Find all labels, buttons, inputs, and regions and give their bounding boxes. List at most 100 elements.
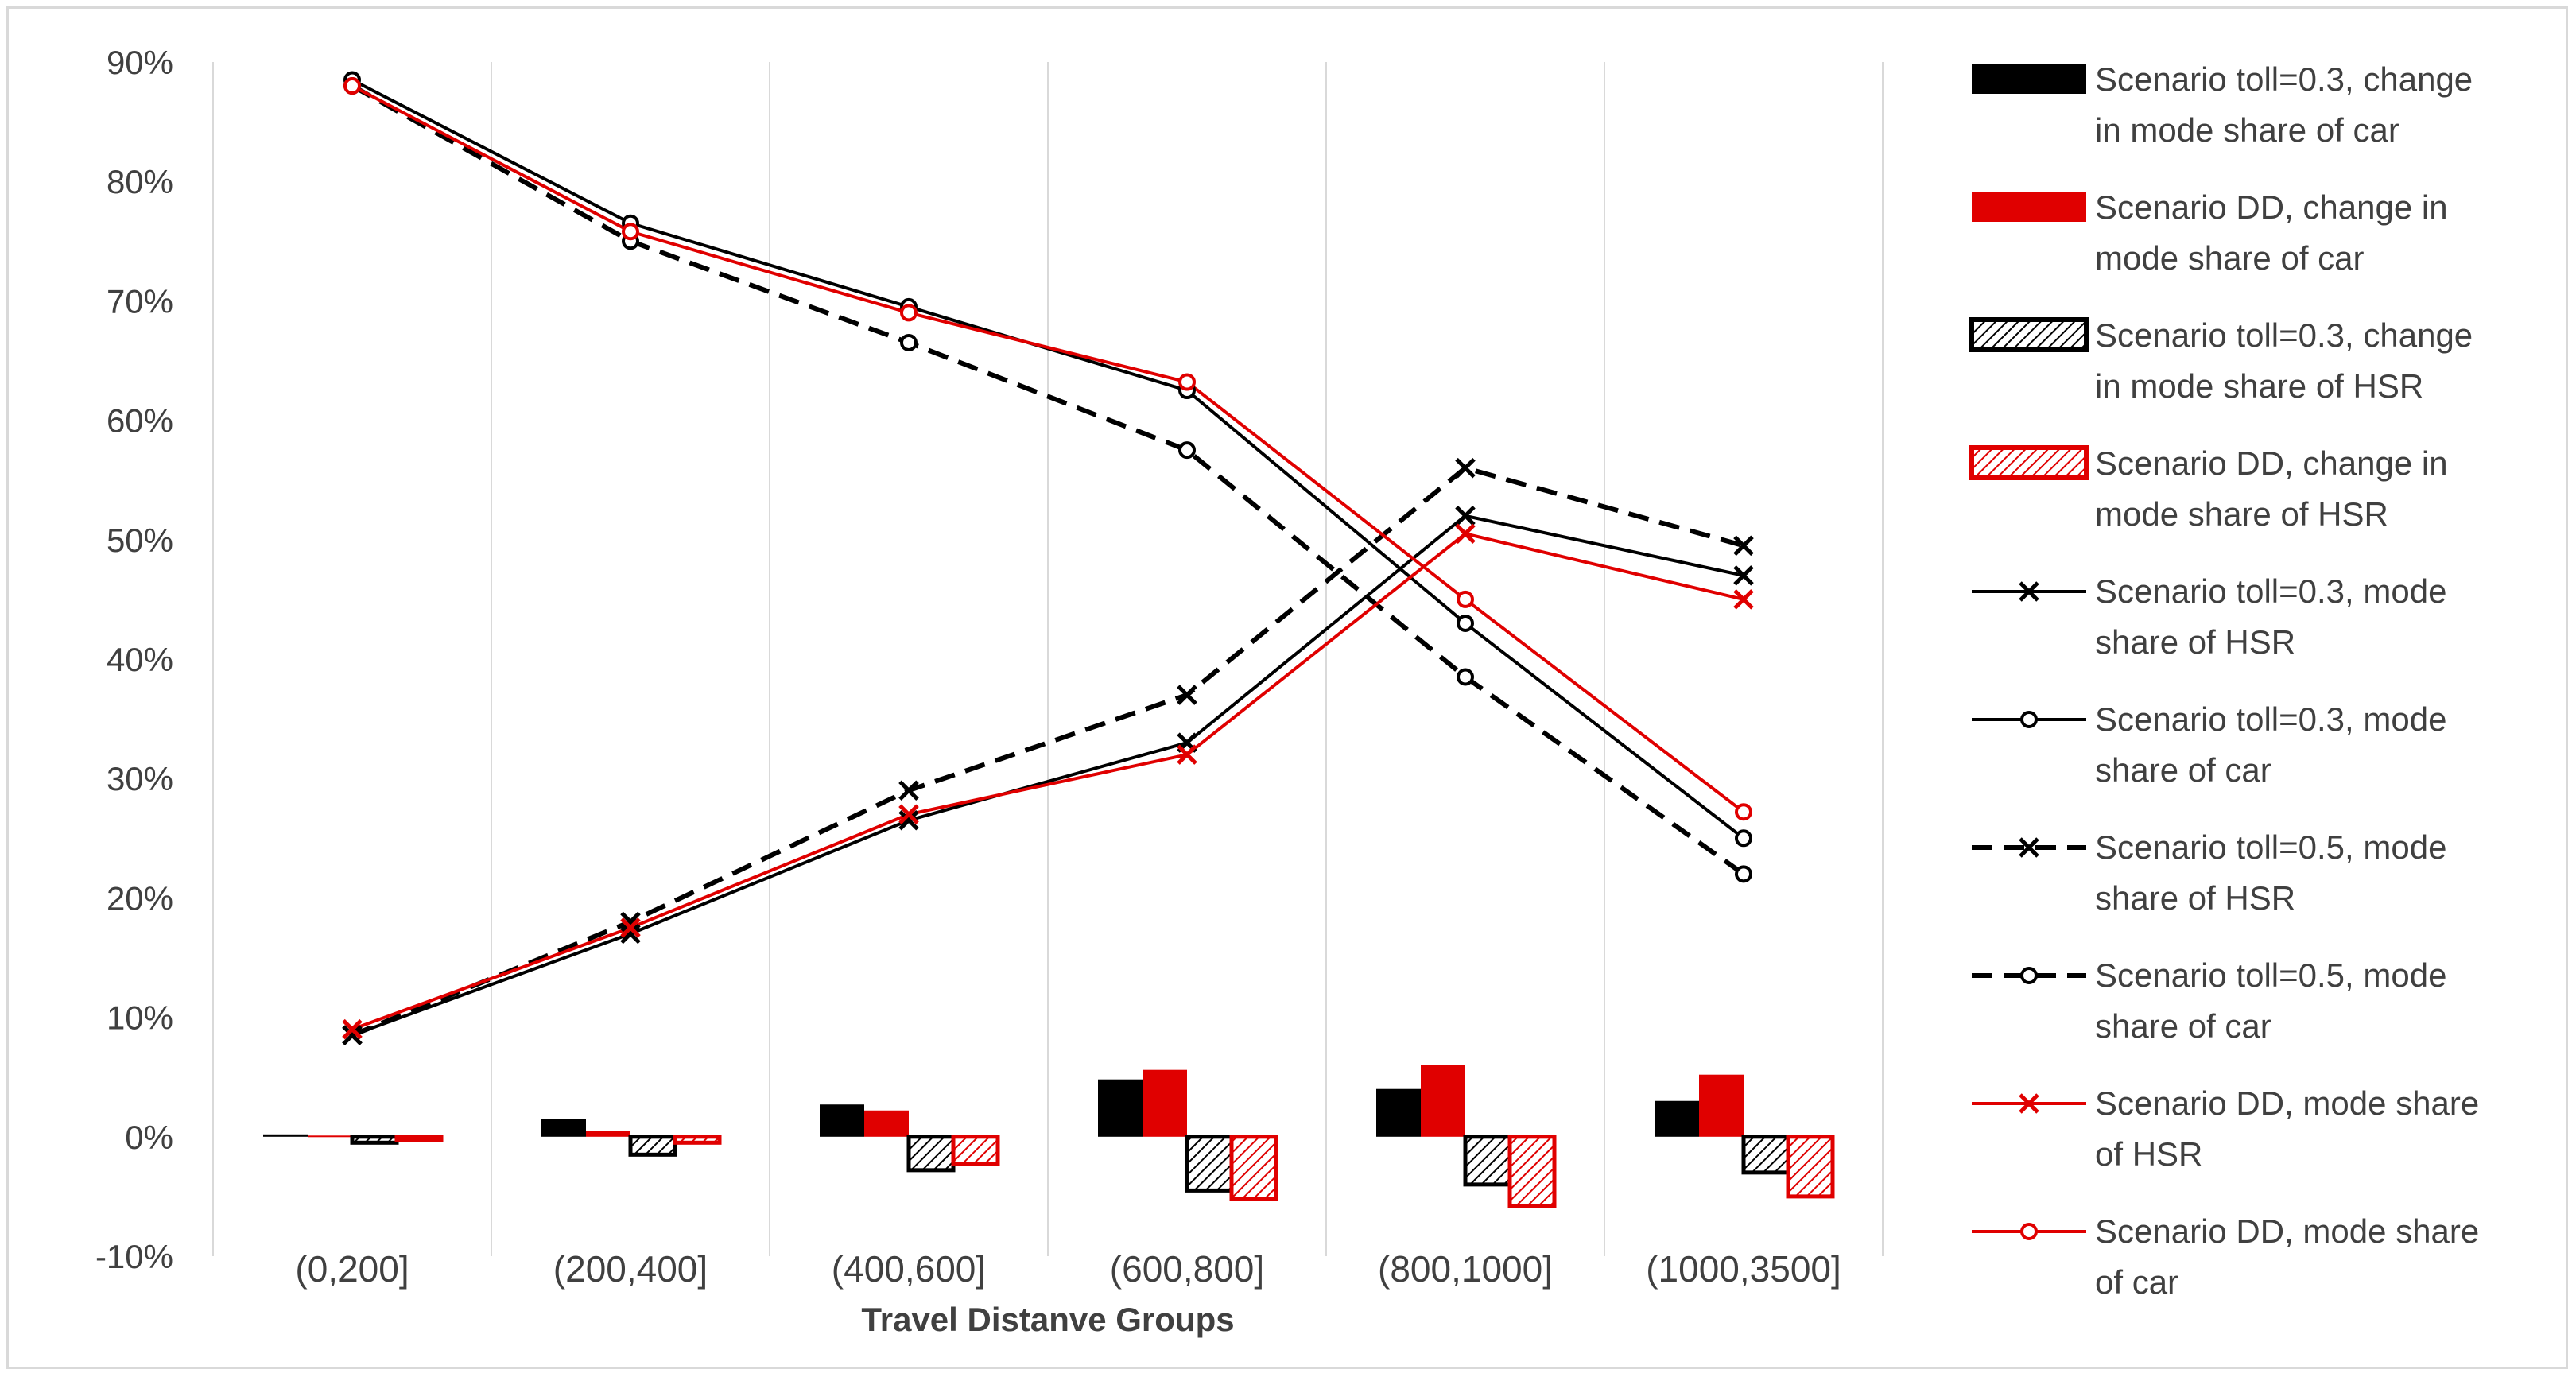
bar xyxy=(1098,1079,1143,1137)
data-point xyxy=(1457,614,1474,632)
series-line xyxy=(351,532,1744,1031)
data-point xyxy=(1735,803,1752,821)
data-point xyxy=(1455,523,1476,545)
bar xyxy=(586,1131,630,1137)
data-point xyxy=(2019,581,2039,602)
data-point xyxy=(1457,590,1474,608)
bar xyxy=(951,1135,1000,1166)
data-point xyxy=(620,917,641,938)
bar xyxy=(628,1135,677,1157)
data-point xyxy=(2020,711,2038,728)
y-tick-label: 20% xyxy=(107,879,173,917)
legend-label: Scenario toll=0.3, change xyxy=(2095,60,2473,98)
y-tick-label: 50% xyxy=(107,522,173,559)
y-tick-label: 70% xyxy=(107,282,173,320)
y-tick-label: -10% xyxy=(95,1238,173,1275)
legend-label: share of car xyxy=(2095,1007,2271,1045)
data-point xyxy=(620,911,641,933)
data-point xyxy=(1177,685,1197,705)
data-point xyxy=(1733,589,1754,610)
bar xyxy=(673,1135,722,1145)
data-point xyxy=(898,780,919,801)
bar xyxy=(1376,1088,1421,1137)
x-tick-label: (200,400] xyxy=(553,1248,708,1290)
data-point xyxy=(2019,1093,2039,1114)
x-tick-label: (800,1000] xyxy=(1378,1248,1553,1290)
y-tick-label: 90% xyxy=(107,44,173,81)
series-line xyxy=(351,83,1745,876)
legend-label: in mode share of HSR xyxy=(2095,367,2423,405)
data-point xyxy=(898,804,919,825)
legend-label: Scenario DD, change in xyxy=(2095,188,2448,226)
data-point xyxy=(1733,535,1754,557)
bar xyxy=(263,1134,308,1137)
bar xyxy=(350,1135,399,1145)
legend-label: of HSR xyxy=(2095,1135,2202,1173)
bar xyxy=(394,1135,444,1142)
bar xyxy=(1143,1069,1187,1137)
data-point xyxy=(1735,865,1752,883)
bar xyxy=(1229,1135,1278,1201)
x-tick-label: (1000,3500] xyxy=(1646,1248,1841,1290)
data-point xyxy=(2020,967,2038,984)
legend-label: share of HSR xyxy=(2095,879,2295,917)
legend-label: share of HSR xyxy=(2095,623,2295,661)
legend-label: mode share of car xyxy=(2095,239,2365,277)
series-line xyxy=(351,465,1744,1038)
data-point xyxy=(2020,1223,2038,1240)
data-point xyxy=(342,1018,363,1040)
data-point xyxy=(900,304,918,322)
legend-swatch xyxy=(1972,192,2086,222)
legend-label: of car xyxy=(2095,1263,2178,1301)
data-point xyxy=(1178,441,1196,460)
legend-label: Scenario toll=0.3, mode xyxy=(2095,700,2446,738)
bar xyxy=(906,1135,956,1173)
marker-layer xyxy=(342,71,1754,1045)
legend-label: Scenario toll=0.5, mode xyxy=(2095,956,2446,994)
bar xyxy=(541,1119,586,1137)
x-axis-ticks: (0,200] (200,400] (400,600] (600,800] (800,1… xyxy=(295,1248,1841,1290)
bar-layer xyxy=(263,1065,1835,1208)
line-layer xyxy=(351,78,1745,1038)
bar xyxy=(1421,1065,1465,1137)
data-point xyxy=(1457,668,1474,686)
y-tick-label: 60% xyxy=(107,402,173,440)
y-tick-label: 10% xyxy=(107,999,173,1037)
series-line xyxy=(351,84,1745,813)
legend-label: in mode share of car xyxy=(2095,111,2399,149)
y-tick-label: 0% xyxy=(125,1119,173,1156)
data-point xyxy=(900,333,918,351)
legend-label: Scenario toll=0.3, mode xyxy=(2095,572,2446,610)
legend-swatch xyxy=(1969,317,2089,352)
bar xyxy=(1185,1135,1234,1193)
y-tick-label: 80% xyxy=(107,163,173,200)
legend-label: Scenario DD, change in xyxy=(2095,444,2448,482)
bar xyxy=(820,1104,864,1137)
data-point xyxy=(622,223,639,241)
bar xyxy=(308,1135,352,1138)
legend-label: Scenario DD, mode share xyxy=(2095,1084,2479,1122)
bar xyxy=(1699,1074,1744,1137)
legend: Scenario toll=0.3, change in mode share o… xyxy=(1969,60,2479,1301)
data-point xyxy=(2019,837,2039,858)
legend-swatch xyxy=(1972,64,2086,94)
data-point xyxy=(343,77,361,95)
data-point xyxy=(1455,505,1476,526)
x-tick-label: (0,200] xyxy=(295,1248,409,1290)
legend-label: Scenario toll=0.3, change xyxy=(2095,316,2473,354)
x-axis-title: Travel Distanve Groups xyxy=(861,1301,1234,1338)
y-tick-label: 30% xyxy=(107,760,173,797)
series-line xyxy=(351,514,1744,1038)
x-tick-label: (600,800] xyxy=(1110,1248,1264,1290)
legend-label: Scenario toll=0.5, mode xyxy=(2095,828,2446,866)
bar xyxy=(1786,1135,1835,1199)
data-point xyxy=(1733,565,1754,586)
legend-label: mode share of HSR xyxy=(2095,495,2388,533)
bar xyxy=(864,1110,909,1137)
y-tick-label: 40% xyxy=(107,641,173,678)
grid-layer xyxy=(212,62,1884,1256)
y-axis-ticks: -10% 0% 10% 20% 30% 40% 50% 60% 70% 80% 90% xyxy=(95,44,173,1275)
legend-swatch xyxy=(1969,445,2089,480)
legend-label: Scenario DD, mode share xyxy=(2095,1212,2479,1250)
